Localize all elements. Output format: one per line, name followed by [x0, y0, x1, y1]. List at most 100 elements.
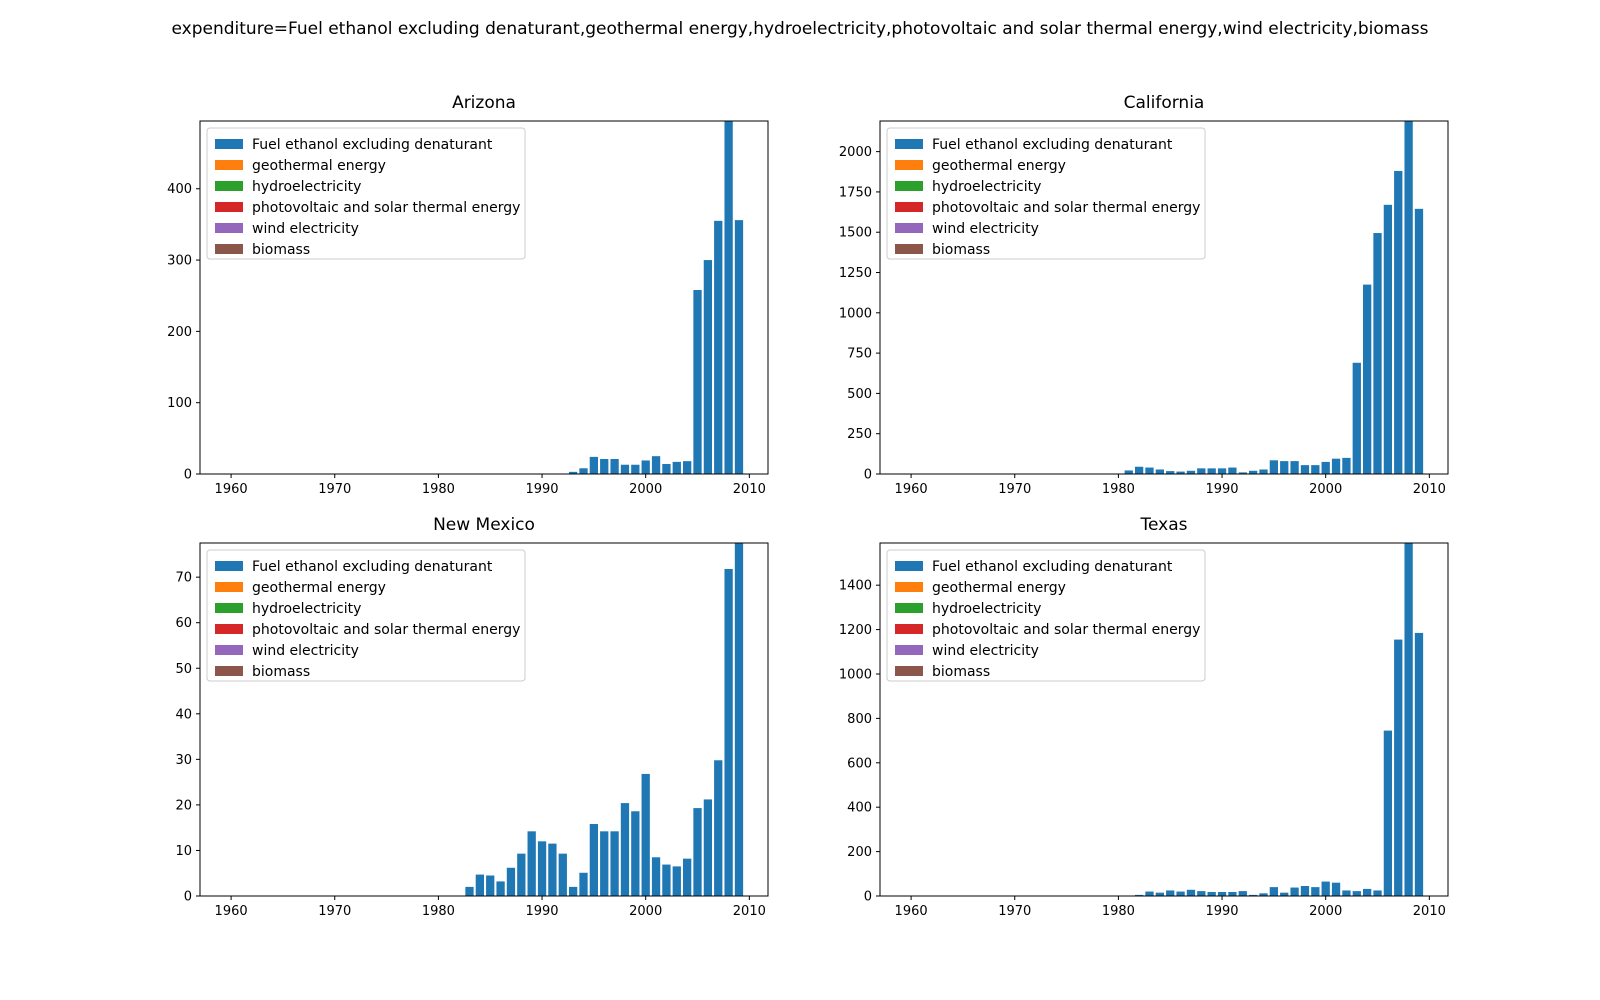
bar-1983 — [1145, 891, 1154, 896]
bar-1990 — [537, 841, 547, 896]
bar-1984 — [1155, 469, 1164, 474]
bar-1981 — [1124, 470, 1133, 474]
bar-2004 — [683, 461, 692, 474]
bar-1998 — [620, 464, 630, 474]
legend-swatch — [215, 645, 243, 655]
bar-2002 — [1342, 890, 1351, 896]
bar-2009 — [1414, 208, 1424, 474]
bar-1986 — [496, 881, 505, 896]
y-tick-label: 1200 — [839, 623, 872, 638]
x-tick-label: 2000 — [1309, 904, 1342, 919]
bar-1985 — [1166, 890, 1175, 896]
figure-suptitle: expenditure=Fuel ethanol excluding denat… — [172, 19, 1429, 39]
y-tick-label: 400 — [847, 801, 872, 816]
x-tick-label: 2000 — [629, 904, 662, 919]
bar-1984 — [1155, 892, 1164, 896]
legend-swatch — [215, 202, 243, 212]
y-tick-label: 800 — [847, 712, 872, 727]
legend-swatch — [215, 139, 243, 149]
bar-1992 — [1238, 472, 1247, 474]
legend-label: photovoltaic and solar thermal energy — [252, 622, 520, 638]
bar-1996 — [1280, 461, 1289, 474]
bar-2003 — [1352, 891, 1361, 896]
bar-1990 — [1217, 892, 1227, 896]
x-tick-label: 2010 — [1413, 482, 1446, 497]
bar-1999 — [631, 464, 640, 474]
bars-new-mexico — [465, 543, 744, 896]
bars-texas — [1134, 543, 1424, 896]
bar-1998 — [1300, 886, 1310, 896]
bar-1987 — [1186, 470, 1196, 474]
legend-swatch — [215, 160, 243, 170]
y-tick-label: 100 — [167, 396, 192, 411]
x-tick-label: 1980 — [1102, 904, 1135, 919]
bar-1996 — [600, 459, 609, 474]
bar-1995 — [589, 456, 599, 474]
y-tick-label: 1750 — [839, 185, 872, 200]
legend-swatch — [895, 624, 923, 634]
bar-1993 — [1248, 470, 1258, 474]
bar-1994 — [1259, 893, 1268, 896]
bar-1984 — [475, 874, 484, 896]
y-tick-label: 250 — [847, 427, 872, 442]
x-tick-label: 2000 — [629, 482, 662, 497]
legend: Fuel ethanol excluding denaturant geother… — [886, 549, 1206, 682]
bar-2009 — [734, 543, 744, 896]
panel-arizona: Arizona 1960 1970 1980 1990 2000 2010 0 100 200 30… — [167, 93, 769, 497]
bar-2006 — [1383, 204, 1393, 474]
bar-1990 — [1217, 468, 1227, 474]
bar-2005 — [693, 290, 702, 474]
legend: Fuel ethanol excluding denaturant geother… — [206, 549, 526, 682]
panel-california: California 1960 1970 1980 1990 2000 2010 0 250 50… — [839, 93, 1449, 497]
axes-frame — [879, 120, 1449, 475]
y-tick-label: 400 — [167, 182, 192, 197]
bar-2001 — [651, 456, 661, 474]
legend-label: Fuel ethanol excluding denaturant — [932, 137, 1173, 153]
legend-label: wind electricity — [932, 221, 1039, 237]
y-tick-label: 200 — [167, 325, 192, 340]
legend-swatch — [215, 603, 243, 613]
y-tick-label: 1500 — [839, 226, 872, 241]
legend-label: biomass — [252, 664, 310, 680]
legend-label: geothermal energy — [932, 580, 1066, 596]
legend-box — [886, 127, 1206, 260]
y-tick-label: 200 — [847, 845, 872, 860]
legend-label: biomass — [932, 242, 990, 258]
legend-swatch — [895, 202, 923, 212]
legend-swatch — [895, 666, 923, 676]
x-tick-label: 1990 — [525, 904, 558, 919]
legend-label: hydroelectricity — [252, 179, 361, 195]
legend-label: Fuel ethanol excluding denaturant — [252, 137, 493, 153]
y-tick-label: 60 — [175, 616, 192, 631]
bar-1997 — [610, 459, 619, 474]
legend-label: Fuel ethanol excluding denaturant — [932, 559, 1173, 575]
legend-label: photovoltaic and solar thermal energy — [932, 622, 1200, 638]
x-tick-label: 1970 — [318, 482, 351, 497]
axes-frame — [879, 542, 1449, 897]
bar-1993 — [568, 886, 578, 896]
bar-1993 — [1248, 894, 1258, 896]
legend-label: wind electricity — [252, 221, 359, 237]
panel-texas: Texas 1960 1970 1980 1990 2000 2010 0 200 400 600 8… — [839, 515, 1449, 919]
legend-label: geothermal energy — [932, 158, 1066, 174]
legend-label: wind electricity — [252, 643, 359, 659]
y-tick-label: 1250 — [839, 266, 872, 281]
bar-2008 — [724, 121, 733, 474]
y-tick-label: 0 — [864, 468, 872, 483]
bar-1988 — [1197, 468, 1206, 474]
y-tick-label: 1400 — [839, 579, 872, 594]
legend-box — [206, 127, 526, 260]
axes-frame — [199, 542, 769, 897]
bar-1995 — [1269, 460, 1279, 474]
bar-1997 — [610, 831, 619, 896]
panel-new-mexico: New Mexico 1960 1970 1980 1990 2000 2010 0 10 20 3… — [175, 515, 769, 919]
bar-1988 — [517, 853, 526, 896]
bar-2005 — [1373, 233, 1382, 474]
bar-1999 — [1311, 465, 1320, 474]
bar-1985 — [1166, 471, 1175, 474]
bar-2008 — [1404, 543, 1413, 896]
panel-title-california: California — [1124, 93, 1205, 113]
y-tick-label: 600 — [847, 756, 872, 771]
x-tick-label: 1960 — [215, 482, 248, 497]
